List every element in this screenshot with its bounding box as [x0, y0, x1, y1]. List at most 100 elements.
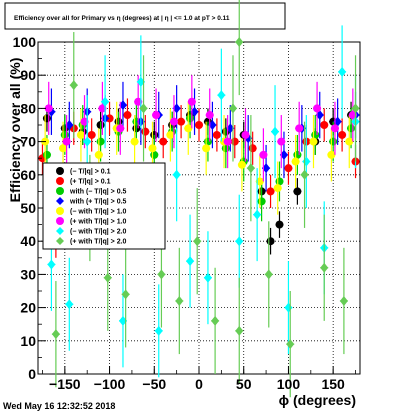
data-point: [152, 111, 161, 120]
data-point: [186, 114, 195, 123]
y-tick-label: 70: [20, 134, 36, 150]
data-point: [59, 144, 68, 153]
data-point: [44, 104, 53, 113]
data-point: [266, 237, 275, 246]
legend-label: (− T/|q| > 0.1: [70, 169, 111, 176]
data-point: [291, 157, 300, 166]
data-point: [80, 117, 89, 126]
data-point: [51, 329, 60, 340]
data-point: [203, 272, 212, 283]
data-point: [211, 315, 220, 326]
data-point: [246, 163, 255, 174]
data-point: [141, 127, 150, 136]
y-tick-label: 30: [20, 266, 36, 282]
data-point: [177, 117, 186, 126]
data-point: [205, 111, 214, 120]
data-point: [230, 137, 239, 146]
x-tick-label: −50: [142, 376, 166, 392]
data-point: [83, 136, 92, 147]
legend-marker: [56, 237, 64, 245]
title-box: [4, 2, 286, 30]
data-point: [259, 150, 268, 159]
data-point: [226, 123, 235, 134]
data-point: [118, 315, 127, 326]
data-point: [275, 220, 284, 229]
data-point: [134, 97, 143, 106]
data-point: [208, 120, 217, 130]
data-point: [253, 209, 262, 220]
data-point: [327, 150, 336, 159]
x-axis-title: ϕ (degrees): [279, 392, 356, 408]
x-tick-label: 150: [321, 376, 345, 392]
legend-marker: [56, 217, 64, 225]
data-point: [320, 121, 329, 129]
data-point: [172, 103, 181, 114]
legend-label: (+ T/|q| > 0.1: [70, 179, 111, 186]
data-point: [271, 126, 280, 137]
data-point: [329, 137, 338, 146]
data-point: [69, 80, 78, 91]
x-tick-label: 50: [236, 376, 252, 392]
data-point: [47, 259, 56, 270]
legend-box: [42, 162, 166, 250]
legend-marker: [56, 197, 64, 205]
chart-title: Efficiency over all for Primary vs η (de…: [14, 15, 230, 22]
legend-label: with (+ T/|q| > 0.5: [69, 199, 127, 206]
legend-marker: [56, 227, 64, 235]
data-point: [186, 256, 195, 267]
data-point: [257, 197, 266, 206]
legend-marker: [56, 187, 64, 195]
axes-layer: −150 −100 −50 0 50 100 150 0 10 20 30 40 50 60 70 80 90 1…: [13, 34, 356, 392]
x-tick-label: −150: [49, 376, 81, 392]
data-point: [98, 104, 107, 113]
data-point: [348, 111, 357, 120]
data-point: [273, 184, 282, 193]
data-point: [339, 295, 348, 306]
data-point: [159, 137, 168, 146]
data-point: [202, 144, 211, 153]
data-point: [262, 163, 271, 174]
data-point: [65, 299, 74, 310]
y-tick-label: 80: [20, 100, 36, 116]
data-point: [172, 169, 181, 180]
legend-label: (− with T/|q| > 2.0: [70, 229, 127, 236]
legend-marker: [56, 177, 64, 185]
data-point: [193, 236, 202, 247]
data-point: [255, 177, 264, 186]
data-point: [293, 187, 302, 196]
data-point: [42, 150, 51, 159]
data-point: [228, 103, 237, 114]
data-point: [248, 144, 257, 153]
data-point: [338, 130, 347, 139]
data-point: [351, 103, 360, 114]
data-point: [320, 262, 329, 273]
data-point: [166, 130, 175, 139]
series-8: [51, 0, 360, 398]
data-point: [264, 269, 273, 280]
data-point: [338, 66, 347, 77]
data-point: [347, 124, 356, 133]
data-point: [187, 97, 196, 106]
x-tick-label: 0: [195, 376, 203, 392]
data-point: [315, 110, 324, 121]
data-point: [235, 37, 244, 47]
data-point: [212, 130, 221, 139]
data-point: [96, 137, 105, 146]
data-point: [136, 76, 145, 87]
data-point: [139, 103, 148, 114]
x-tick-label: 100: [277, 376, 301, 392]
data-point: [87, 130, 96, 139]
data-point: [65, 120, 74, 130]
legend-marker: [56, 167, 64, 175]
data-point: [42, 114, 51, 123]
data-point: [295, 124, 304, 133]
data-point: [121, 289, 130, 300]
data-point: [286, 339, 295, 350]
y-tick-label: 90: [20, 67, 36, 83]
data-point: [62, 137, 71, 146]
data-point: [148, 144, 157, 153]
data-point: [169, 117, 178, 126]
data-point: [130, 137, 139, 146]
data-point: [190, 106, 199, 117]
